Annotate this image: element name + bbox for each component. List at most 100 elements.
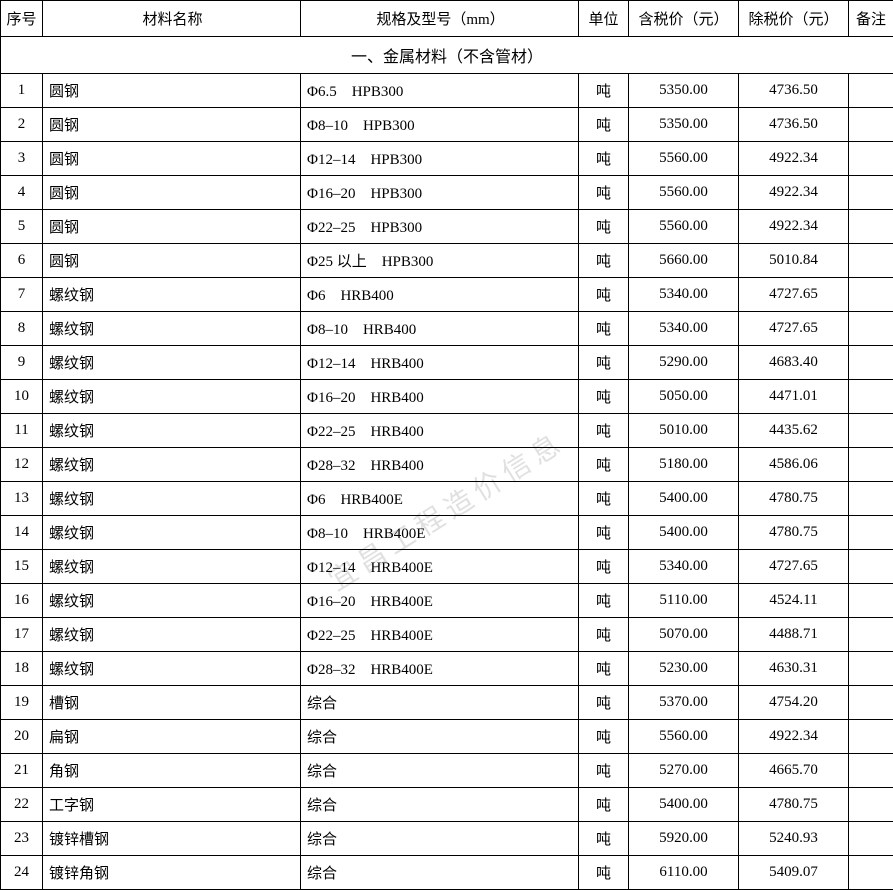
table-row: 9螺纹钢Φ12–14 HRB400吨5290.004683.40 — [1, 346, 893, 380]
cell-seq: 20 — [1, 720, 43, 754]
cell-spec: Φ12–14 HRB400 — [301, 346, 579, 380]
cell-spec: Φ28–32 HRB400E — [301, 652, 579, 686]
cell-taxed: 5340.00 — [629, 550, 739, 584]
cell-name: 螺纹钢 — [43, 346, 301, 380]
table-row: 13螺纹钢Φ6 HRB400E吨5400.004780.75 — [1, 482, 893, 516]
cell-remark — [849, 856, 893, 890]
cell-remark — [849, 686, 893, 720]
cell-untaxed: 4435.62 — [739, 414, 849, 448]
cell-untaxed: 4754.20 — [739, 686, 849, 720]
cell-name: 圆钢 — [43, 244, 301, 278]
cell-unit: 吨 — [579, 210, 629, 244]
cell-name: 圆钢 — [43, 142, 301, 176]
table-row: 3圆钢Φ12–14 HPB300吨5560.004922.34 — [1, 142, 893, 176]
cell-taxed: 5920.00 — [629, 822, 739, 856]
cell-remark — [849, 414, 893, 448]
cell-name: 螺纹钢 — [43, 482, 301, 516]
cell-unit: 吨 — [579, 278, 629, 312]
cell-spec: Φ8–10 HPB300 — [301, 108, 579, 142]
cell-unit: 吨 — [579, 516, 629, 550]
cell-untaxed: 5240.93 — [739, 822, 849, 856]
cell-unit: 吨 — [579, 754, 629, 788]
cell-unit: 吨 — [579, 312, 629, 346]
cell-untaxed: 4727.65 — [739, 312, 849, 346]
cell-remark — [849, 142, 893, 176]
cell-taxed: 5340.00 — [629, 278, 739, 312]
cell-spec: 综合 — [301, 754, 579, 788]
cell-taxed: 5270.00 — [629, 754, 739, 788]
cell-spec: 综合 — [301, 788, 579, 822]
cell-remark — [849, 108, 893, 142]
cell-seq: 10 — [1, 380, 43, 414]
cell-untaxed: 4922.34 — [739, 720, 849, 754]
cell-seq: 22 — [1, 788, 43, 822]
cell-remark — [849, 516, 893, 550]
cell-remark — [849, 346, 893, 380]
cell-remark — [849, 822, 893, 856]
cell-unit: 吨 — [579, 448, 629, 482]
cell-taxed: 5370.00 — [629, 686, 739, 720]
cell-spec: Φ12–14 HPB300 — [301, 142, 579, 176]
cell-remark — [849, 482, 893, 516]
cell-unit: 吨 — [579, 550, 629, 584]
table-row: 8螺纹钢Φ8–10 HRB400吨5340.004727.65 — [1, 312, 893, 346]
cell-unit: 吨 — [579, 822, 629, 856]
cell-untaxed: 4488.71 — [739, 618, 849, 652]
cell-unit: 吨 — [579, 244, 629, 278]
cell-spec: 综合 — [301, 856, 579, 890]
cell-name: 圆钢 — [43, 176, 301, 210]
cell-taxed: 5290.00 — [629, 346, 739, 380]
table-row: 6圆钢Φ25 以上 HPB300吨5660.005010.84 — [1, 244, 893, 278]
cell-seq: 7 — [1, 278, 43, 312]
cell-unit: 吨 — [579, 346, 629, 380]
cell-taxed: 5560.00 — [629, 142, 739, 176]
cell-taxed: 5010.00 — [629, 414, 739, 448]
cell-remark — [849, 584, 893, 618]
cell-spec: Φ16–20 HPB300 — [301, 176, 579, 210]
cell-spec: Φ22–25 HPB300 — [301, 210, 579, 244]
cell-untaxed: 5409.07 — [739, 856, 849, 890]
table-row: 14螺纹钢Φ8–10 HRB400E吨5400.004780.75 — [1, 516, 893, 550]
cell-untaxed: 4665.70 — [739, 754, 849, 788]
cell-name: 角钢 — [43, 754, 301, 788]
table-row: 21角钢综合吨5270.004665.70 — [1, 754, 893, 788]
cell-spec: Φ8–10 HRB400 — [301, 312, 579, 346]
cell-name: 扁钢 — [43, 720, 301, 754]
cell-taxed: 5560.00 — [629, 176, 739, 210]
cell-seq: 24 — [1, 856, 43, 890]
table-row: 23镀锌槽钢综合吨5920.005240.93 — [1, 822, 893, 856]
col-header-name: 材料名称 — [43, 1, 301, 37]
cell-untaxed: 4471.01 — [739, 380, 849, 414]
cell-remark — [849, 448, 893, 482]
col-header-seq: 序号 — [1, 1, 43, 37]
table-row: 15螺纹钢Φ12–14 HRB400E吨5340.004727.65 — [1, 550, 893, 584]
header-row: 序号 材料名称 规格及型号（mm） 单位 含税价（元） 除税价（元） 备注 — [1, 1, 893, 37]
cell-seq: 4 — [1, 176, 43, 210]
cell-spec: Φ16–20 HRB400E — [301, 584, 579, 618]
cell-seq: 21 — [1, 754, 43, 788]
cell-seq: 11 — [1, 414, 43, 448]
cell-name: 螺纹钢 — [43, 584, 301, 618]
cell-spec: Φ28–32 HRB400 — [301, 448, 579, 482]
cell-untaxed: 4727.65 — [739, 550, 849, 584]
cell-seq: 8 — [1, 312, 43, 346]
cell-taxed: 5340.00 — [629, 312, 739, 346]
cell-remark — [849, 380, 893, 414]
col-header-taxed: 含税价（元） — [629, 1, 739, 37]
cell-spec: Φ25 以上 HPB300 — [301, 244, 579, 278]
cell-unit: 吨 — [579, 142, 629, 176]
cell-seq: 2 — [1, 108, 43, 142]
cell-seq: 19 — [1, 686, 43, 720]
table-row: 16螺纹钢Φ16–20 HRB400E吨5110.004524.11 — [1, 584, 893, 618]
cell-remark — [849, 278, 893, 312]
cell-untaxed: 4922.34 — [739, 176, 849, 210]
cell-name: 螺纹钢 — [43, 414, 301, 448]
table-row: 11螺纹钢Φ22–25 HRB400吨5010.004435.62 — [1, 414, 893, 448]
table-row: 24镀锌角钢综合吨6110.005409.07 — [1, 856, 893, 890]
cell-seq: 1 — [1, 74, 43, 108]
cell-remark — [849, 74, 893, 108]
cell-taxed: 5350.00 — [629, 74, 739, 108]
cell-untaxed: 4780.75 — [739, 516, 849, 550]
cell-unit: 吨 — [579, 584, 629, 618]
cell-taxed: 5400.00 — [629, 482, 739, 516]
